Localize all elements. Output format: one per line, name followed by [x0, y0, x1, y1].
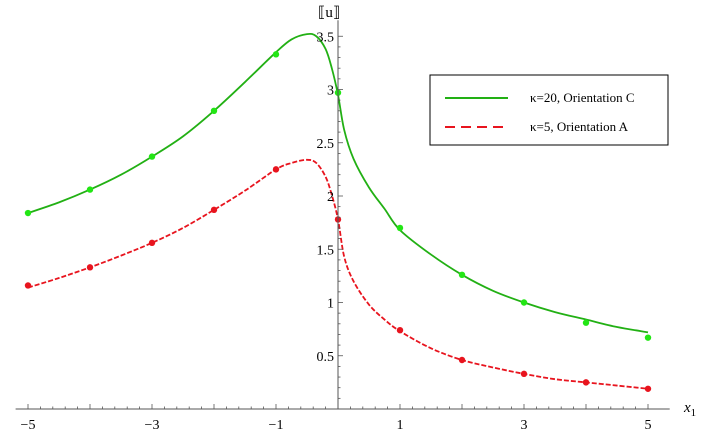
y-axis-label: ⟦u⟧: [318, 5, 340, 21]
data-point: [210, 107, 218, 115]
y-tick-label: 3.5: [317, 30, 335, 45]
data-point: [396, 224, 404, 232]
x-tick-label: 5: [645, 418, 652, 433]
data-point: [458, 271, 466, 279]
data-point: [210, 206, 218, 214]
plot-area: [24, 32, 652, 392]
data-point: [86, 186, 94, 193]
series-1: [24, 158, 652, 392]
legend-label-series-0: κ=20, Orientation C: [530, 90, 635, 105]
x-tick-label: 3: [521, 418, 528, 433]
data-point: [458, 356, 466, 364]
data-point: [644, 334, 652, 341]
data-point: [520, 299, 528, 306]
series-0: [24, 32, 652, 341]
y-tick-label: 0.5: [317, 350, 335, 365]
y-tick-label: 2: [327, 190, 334, 205]
x-axis-label-main: x: [683, 400, 691, 416]
data-point: [272, 51, 280, 58]
y-tick-label: 1: [327, 297, 334, 312]
x-tick-label: −1: [269, 418, 284, 433]
data-point: [582, 379, 590, 386]
y-tick-label: 3: [327, 84, 334, 99]
data-point: [24, 209, 32, 217]
x-tick-label: −3: [145, 418, 160, 433]
legend: κ=20, Orientation C κ=5, Orientation A: [429, 74, 669, 146]
x-axis-label-subscript: 1: [691, 407, 697, 419]
legend-box: [429, 74, 669, 146]
series-line-1: [27, 158, 649, 390]
data-point: [396, 326, 404, 334]
y-tick-label: 2.5: [317, 137, 335, 152]
data-point: [24, 282, 32, 289]
data-point: [644, 385, 652, 392]
y-tick-label: 1.5: [317, 243, 335, 258]
data-point: [520, 370, 528, 378]
data-point: [272, 166, 280, 173]
data-point: [86, 264, 94, 271]
axes: −5 −3 −1 1 3 5 0.5 1 1.5 2 2.5 3 3.5: [15, 20, 670, 433]
data-point: [148, 239, 156, 247]
x-axis-label: x1: [683, 400, 696, 419]
data-point: [148, 153, 156, 160]
x-tick-label: 1: [397, 418, 404, 433]
series-line-0: [27, 32, 649, 334]
legend-label-series-1: κ=5, Orientation A: [530, 119, 629, 134]
data-point: [582, 319, 590, 326]
x-tick-label: −5: [21, 418, 36, 433]
